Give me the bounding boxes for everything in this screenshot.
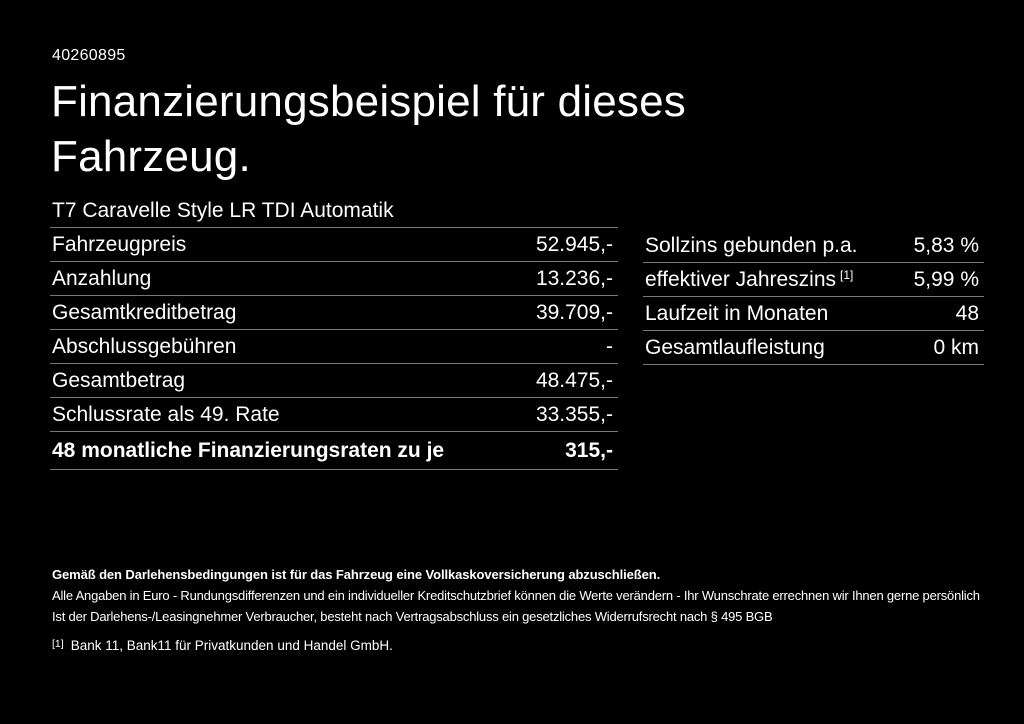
table-row-laufzeit: Laufzeit in Monaten 48 — [643, 297, 984, 331]
page-title-line2: Fahrzeug. — [51, 132, 251, 181]
table-row-schlussrate: Schlussrate als 49. Rate 33.355,- — [50, 398, 618, 432]
table-row-abschlussgebuehren: Abschlussgebühren - — [50, 330, 618, 364]
page-title-line1: Finanzierungsbeispiel für dieses — [51, 77, 686, 126]
row-value: 52.945,- — [535, 232, 613, 256]
vehicle-model-header: T7 Caravelle Style LR TDI Automatik — [50, 195, 618, 228]
row-label: Gesamtkreditbetrag — [52, 300, 237, 324]
row-label: Anzahlung — [52, 266, 152, 290]
row-label: Schlussrate als 49. Rate — [52, 402, 280, 426]
table-row-fahrzeugpreis: Fahrzeugpreis 52.945,- — [50, 228, 618, 262]
footer: Gemäß den Darlehensbedingungen ist für d… — [52, 565, 1012, 653]
row-value: 48 — [955, 301, 979, 325]
row-value: 33.355,- — [535, 402, 613, 426]
row-value: 39.709,- — [535, 300, 613, 324]
insurance-note: Gemäß den Darlehensbedingungen ist für d… — [52, 567, 661, 582]
row-value: 315,- — [565, 438, 613, 462]
row-label: Abschlussgebühren — [52, 334, 237, 358]
row-value: 0 km — [933, 335, 979, 359]
table-row-anzahlung: Anzahlung 13.236,- — [50, 262, 618, 296]
table-row-sollzins: Sollzins gebunden p.a. 5,83 % — [643, 229, 984, 263]
row-value: - — [606, 334, 613, 358]
footnote-text: Bank 11, Bank11 für Privatkunden und Han… — [70, 638, 393, 653]
page-title: Finanzierungsbeispiel für dieses Fahrzeug… — [51, 74, 686, 184]
table-row-effektiver-jahreszins: effektiver Jahreszins [1] 5,99 % — [643, 263, 984, 297]
table-row-gesamtbetrag: Gesamtbetrag 48.475,- — [50, 364, 618, 398]
row-value: 5,83 % — [913, 233, 979, 257]
row-label: Sollzins gebunden p.a. — [645, 233, 858, 257]
row-label: Fahrzeugpreis — [52, 232, 187, 256]
row-value: 5,99 % — [913, 267, 979, 291]
row-label: 48 monatliche Finanzierungsraten zu je — [52, 438, 445, 462]
row-value: 13.236,- — [535, 266, 613, 290]
row-label: Gesamtbetrag — [52, 368, 186, 392]
table-row-gesamtkreditbetrag: Gesamtkreditbetrag 39.709,- — [50, 296, 618, 330]
row-label: Gesamtlaufleistung — [645, 335, 825, 359]
row-label-text: effektiver Jahreszins — [645, 267, 837, 291]
disclaimer-line2: Ist der Darlehens-/Leasingnehmer Verbrau… — [52, 609, 773, 624]
conditions-table: Sollzins gebunden p.a. 5,83 % effektiver… — [643, 229, 984, 365]
table-row-monthly-rate: 48 monatliche Finanzierungsraten zu je 3… — [50, 432, 618, 470]
finance-table: T7 Caravelle Style LR TDI Automatik Fahr… — [50, 195, 618, 470]
table-row-gesamtlaufleistung: Gesamtlaufleistung 0 km — [643, 331, 984, 365]
row-label: Laufzeit in Monaten — [645, 301, 829, 325]
row-label: effektiver Jahreszins [1] — [645, 268, 853, 292]
row-value: 48.475,- — [535, 368, 613, 392]
footnote: [1] Bank 11, Bank11 für Privatkunden und … — [52, 638, 1012, 653]
footnote-marker: [1] — [52, 638, 64, 650]
footnote-reference: [1] — [840, 267, 854, 282]
document-id: 40260895 — [52, 47, 126, 64]
disclaimer-line1: Alle Angaben in Euro - Rundungsdifferenz… — [52, 588, 980, 603]
